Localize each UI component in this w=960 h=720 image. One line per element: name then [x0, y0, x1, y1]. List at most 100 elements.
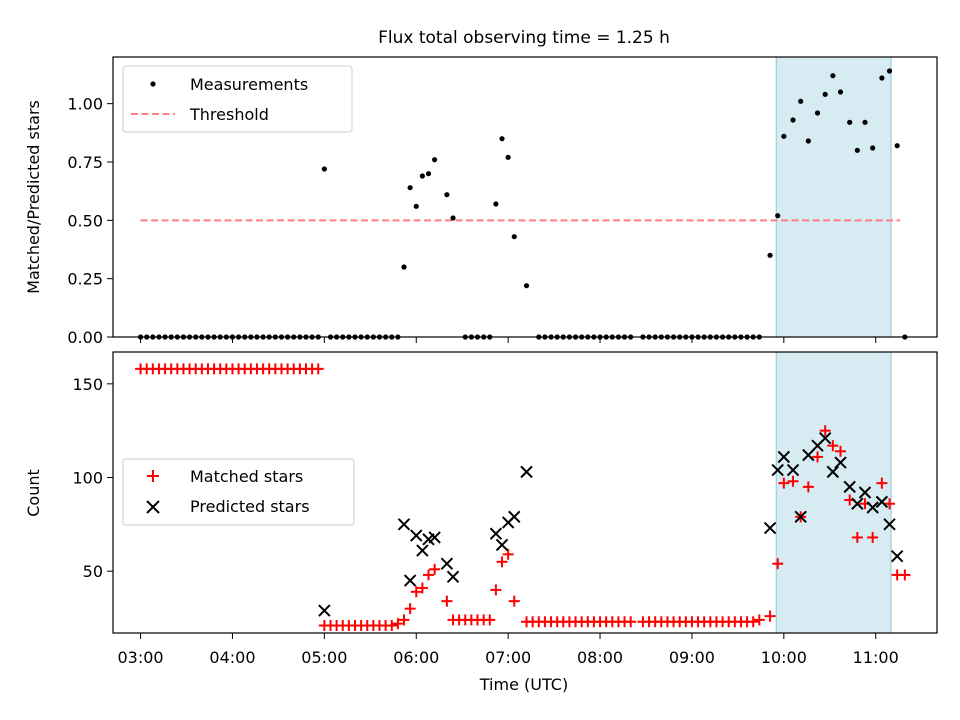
x-tick-label: 04:00 [209, 648, 255, 667]
matched-star-point [812, 451, 824, 463]
predicted-star-point [410, 529, 423, 542]
predicted-star-point [508, 510, 521, 524]
measurement-point [870, 145, 876, 151]
measurement-point [798, 98, 804, 104]
measurement-point [837, 89, 844, 95]
predicted-stars-points [318, 431, 904, 617]
predicted-star-point [802, 448, 815, 462]
predicted-star-point [818, 431, 832, 445]
predicted-star-point [495, 538, 509, 552]
predicted-star-point [851, 497, 864, 510]
predicted-star-point [843, 480, 856, 494]
ratio-y-tick-label: 0.25 [67, 270, 103, 289]
legend-predicted-marker [146, 500, 160, 514]
predicted-star-point [866, 501, 879, 514]
measurement-point [401, 264, 407, 270]
predicted-star-point [777, 450, 791, 464]
ratio-y-tick-label: 0.75 [67, 153, 103, 172]
legend-measurements-marker [150, 81, 156, 87]
measurement-point [862, 119, 868, 125]
measurement-point [425, 171, 432, 177]
ratio-legend-box [122, 65, 353, 133]
matched-star-point [802, 481, 814, 493]
matched-star-point [753, 614, 765, 626]
predicted-star-point [875, 495, 889, 509]
measurement-point [499, 136, 505, 142]
ratio-legend: Measurements Threshold [122, 65, 353, 133]
matched-star-point [416, 582, 428, 594]
count-y-tick-label: 100 [72, 469, 103, 488]
measurement-point [781, 133, 787, 139]
matched-star-point [835, 445, 847, 457]
matched-star-point [312, 363, 324, 375]
measurement-point [854, 147, 860, 153]
count-legend: Matched stars Predicted stars [122, 458, 355, 526]
predicted-star-point [397, 518, 411, 531]
x-axis-label: Time (UTC) [479, 675, 568, 694]
measurement-point [805, 138, 811, 144]
measurement-point [847, 119, 853, 125]
matched-star-point [625, 616, 637, 628]
measurement-point [775, 213, 781, 219]
count-legend-box [122, 458, 355, 526]
count-y-ticks: 50 100 150 [72, 375, 113, 581]
ratio-y-ticks: 0.00 0.25 0.50 0.75 1.00 [67, 95, 113, 347]
predicted-star-point [826, 465, 840, 479]
matched-star-point [819, 425, 831, 437]
ratio-panel: 0.00 0.25 0.50 0.75 1.00 Matched/Predicted s… [24, 56, 938, 347]
count-y-tick-label: 50 [83, 562, 103, 581]
matched-star-point [386, 620, 398, 632]
x-tick-label: 08:00 [577, 648, 623, 667]
matched-star-point [772, 558, 784, 570]
predicted-star-point [890, 549, 904, 563]
matched-star-point [404, 603, 416, 615]
ratio-y-tick-label: 1.00 [67, 95, 103, 114]
predicted-star-point [318, 604, 331, 617]
measurement-point [523, 283, 530, 289]
legend-predicted-label: Predicted stars [190, 497, 310, 516]
figure-title: Flux total observing time = 1.25 h [378, 28, 670, 48]
measurement-point [511, 234, 517, 240]
matched-star-point [496, 556, 508, 568]
matched-stars-points [135, 363, 911, 632]
predicted-star-point [416, 544, 429, 557]
matched-star-point [827, 440, 839, 452]
legend-matched-label: Matched stars [190, 467, 303, 486]
matched-star-point [502, 548, 514, 560]
predicted-star-point [489, 527, 503, 540]
ratio-shaded-interval [775, 56, 892, 338]
measurement-point [450, 215, 456, 221]
x-tick-label: 09:00 [669, 648, 715, 667]
x-tick-label: 05:00 [301, 648, 347, 667]
legend-measurements-label: Measurements [190, 75, 308, 94]
predicted-star-point [763, 521, 777, 535]
predicted-star-point [786, 463, 800, 477]
measurement-point [413, 203, 419, 209]
count-shaded-interval [775, 351, 892, 634]
measurement-point [493, 201, 499, 207]
x-tick-label: 10:00 [761, 648, 807, 667]
count-x-ticks: 03:00 04:00 05:00 06:00 07:00 08:00 09:00 10:00… [118, 633, 899, 667]
count-ylabel: Count [24, 469, 43, 517]
measurement-point [814, 110, 821, 116]
predicted-star-point [520, 465, 533, 479]
predicted-star-point [883, 518, 896, 531]
predicted-star-point [428, 531, 441, 544]
matched-star-point [884, 498, 896, 510]
matched-star-point [392, 618, 404, 630]
matched-star-point [867, 531, 879, 543]
predicted-star-point [440, 557, 454, 570]
measurement-point [505, 154, 511, 160]
measurement-point [444, 192, 450, 198]
matched-star-point [423, 569, 435, 581]
measurement-point [830, 73, 836, 79]
matched-star-point [764, 610, 776, 622]
predicted-star-point [446, 570, 460, 584]
legend-matched-marker [147, 470, 159, 482]
measurement-point [790, 117, 796, 123]
count-axes-frame [112, 351, 938, 634]
measurement-point [822, 91, 828, 97]
legend-threshold-label: Threshold [189, 105, 269, 124]
